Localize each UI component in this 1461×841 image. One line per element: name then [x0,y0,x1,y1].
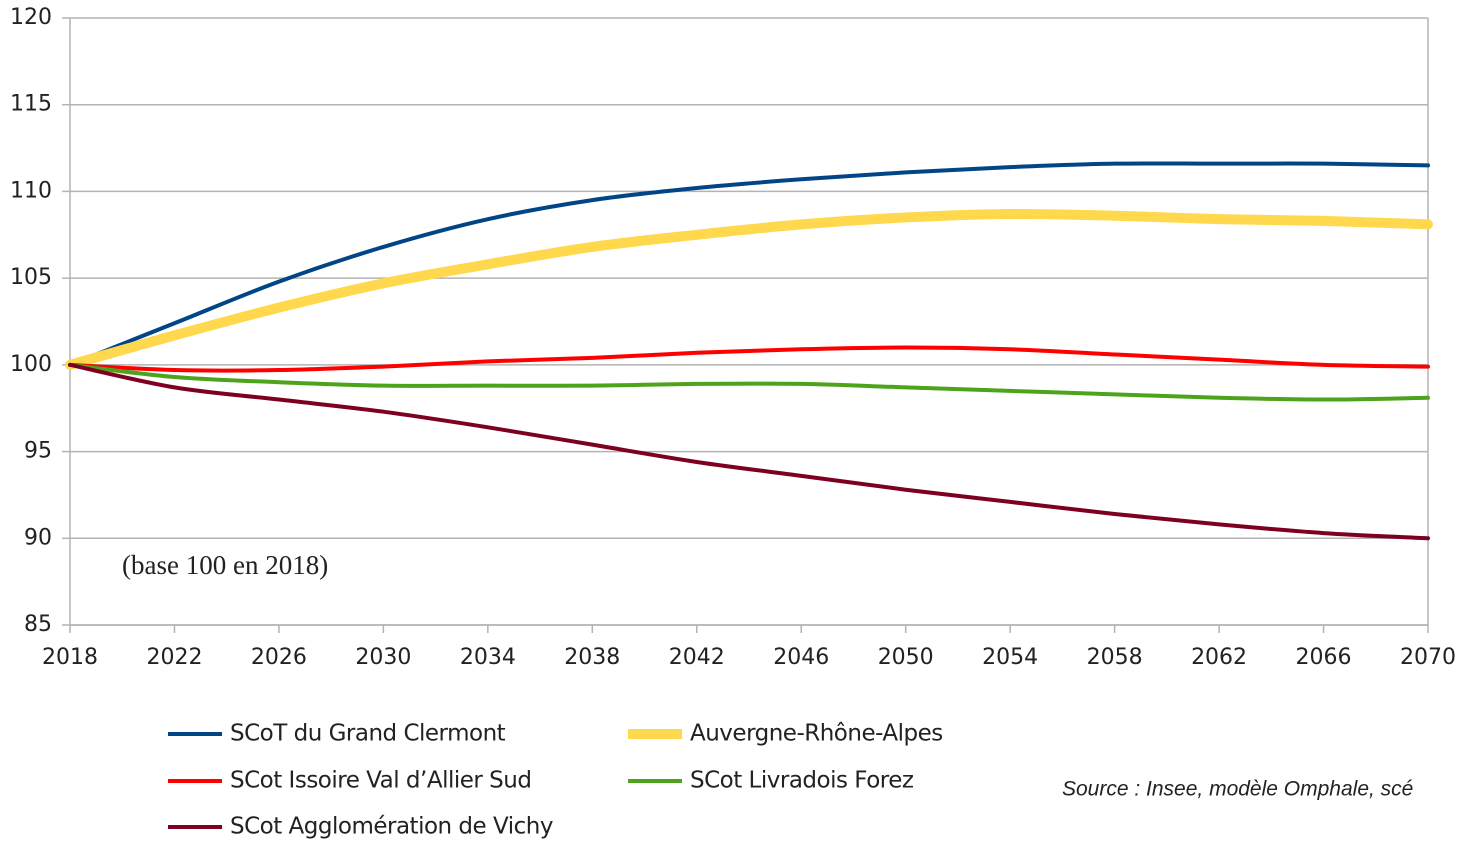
series-line [68,345,1430,373]
x-tick-label: 2070 [1400,645,1456,670]
x-tick-label: 2030 [355,645,411,670]
y-tick-label: 110 [10,178,52,203]
y-tick-label: 115 [10,92,52,117]
x-tick-label: 2038 [564,645,620,670]
series-line [65,208,1433,370]
x-tick-label: 2050 [878,645,934,670]
y-tick-label: 105 [10,265,52,290]
legend-label: SCot Agglomération de Vichy [230,814,553,840]
source: Source : Insee, modèle Omphale, scé [1062,778,1413,801]
y-tick-label: 95 [24,439,52,464]
y-tick-label: 100 [10,352,52,377]
x-tick-label: 2018 [42,645,98,670]
y-tick-label: 90 [24,525,52,550]
x-tick-label: 2062 [1191,645,1247,670]
x-tick-label: 2042 [669,645,725,670]
x-tick-label: 2066 [1296,645,1352,670]
y-tick-label: 120 [10,5,52,30]
legend-label: SCot Issoire Val d’Allier Sud [230,768,531,794]
y-tick-label: 85 [24,612,52,637]
x-tick-label: 2026 [251,645,307,670]
x-tick-label: 2054 [982,645,1038,670]
legend-label: SCoT du Grand Clermont [230,721,506,747]
series-line [68,362,1430,402]
x-tick-label: 2034 [460,645,516,670]
legend-label: SCot Livradois Forez [690,768,914,794]
x-tick-label: 2046 [773,645,829,670]
series-line [68,161,1430,367]
annotation: (base 100 en 2018) [122,550,328,580]
x-tick-label: 2058 [1087,645,1143,670]
series-line [68,362,1430,541]
x-tick-label: 2022 [146,645,202,670]
legend-label: Auvergne-Rhône-Alpes [690,721,943,747]
